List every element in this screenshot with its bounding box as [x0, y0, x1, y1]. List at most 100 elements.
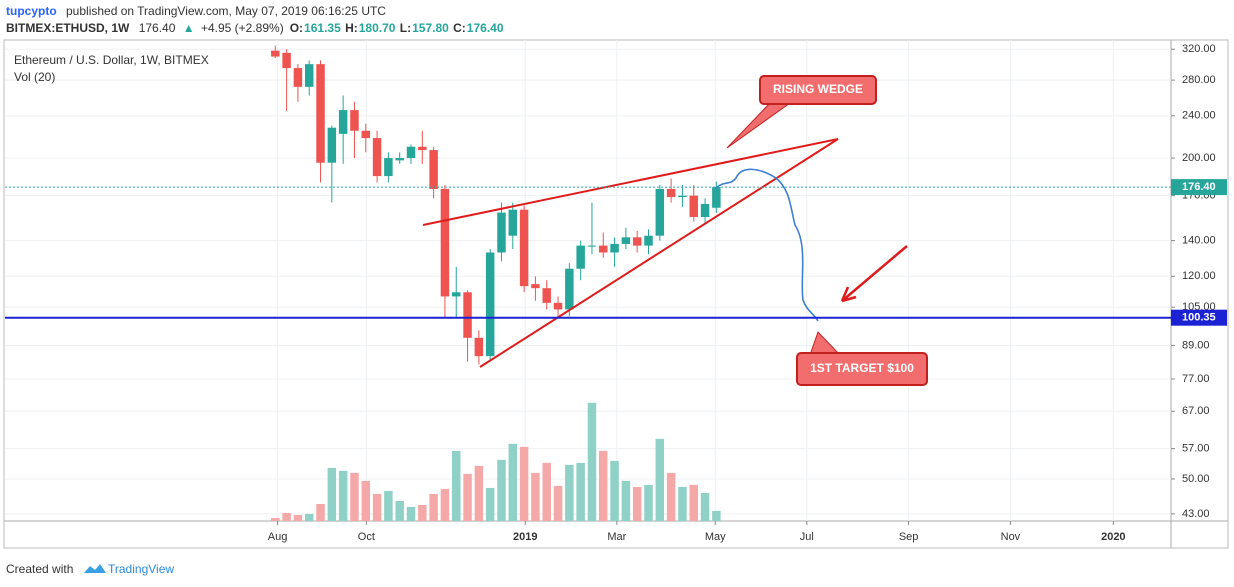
volume-bar	[678, 486, 687, 521]
volume-bar	[361, 480, 371, 521]
candle-body	[338, 110, 348, 134]
volume-bar	[587, 402, 597, 521]
volume-bar	[610, 460, 619, 521]
ohlc-value: 161.35	[304, 21, 341, 35]
volume-bar	[576, 462, 585, 521]
volume-bar	[463, 473, 472, 521]
logo	[84, 564, 106, 573]
published: published on TradingView.com, May 07, 20…	[66, 4, 386, 18]
projection-curve	[715, 168, 819, 322]
candle-body	[282, 52, 291, 69]
annotation: RISING WEDGE	[773, 82, 863, 96]
volume-bar	[429, 493, 438, 521]
x-tick-label: Sep	[899, 531, 919, 543]
ohlc-value: 180.70	[359, 21, 396, 35]
y-tick-label: 50.00	[1182, 473, 1210, 485]
candle-body	[463, 292, 472, 338]
price-label-bg	[1171, 179, 1227, 196]
x-tick-label: 2019	[513, 531, 537, 543]
symbol: BITMEX:ETHUSD, 1W	[6, 21, 130, 35]
footer-brand[interactable]: TradingView	[108, 562, 174, 576]
volume-bar	[531, 472, 540, 521]
volume-bar	[689, 484, 698, 521]
volume-bar	[666, 472, 676, 521]
up-arrow: ▲	[183, 21, 195, 35]
arrow-head	[840, 286, 857, 303]
x-tick-label: Aug	[268, 531, 288, 543]
wedge-lower	[479, 138, 839, 368]
candle-body	[576, 245, 585, 269]
frame	[3, 39, 1229, 549]
candle-body	[327, 127, 337, 163]
callout-pointer	[809, 331, 842, 356]
volume-bar	[316, 503, 325, 521]
candle-body	[293, 68, 303, 87]
candle-body	[553, 302, 563, 310]
candle-body	[644, 235, 653, 246]
last-price: 176.40	[139, 21, 176, 35]
candle-body	[542, 288, 551, 303]
volume-title: Vol (20)	[14, 70, 55, 84]
series-title: Ethereum / U.S. Dollar, 1W, BITMEX	[14, 53, 209, 67]
volume-bar	[418, 504, 427, 521]
volume-bar	[485, 487, 495, 521]
callout-pointer	[726, 102, 792, 149]
x-tick-label: Oct	[358, 531, 375, 543]
y-tick-label: 120.00	[1182, 270, 1216, 282]
ohlc-key: C:	[453, 21, 466, 35]
ohlc-value: 176.40	[467, 21, 504, 35]
ohlc-key: O:	[290, 21, 303, 35]
volume-bar	[372, 493, 382, 521]
candle-body	[508, 209, 518, 236]
x-tick-label: Mar	[607, 531, 626, 543]
volume-bar	[508, 443, 518, 521]
footer-text: Created with	[6, 562, 73, 576]
volume-bar	[395, 500, 404, 521]
candle-body	[418, 146, 427, 151]
volume-bar	[271, 517, 280, 521]
candle-body	[587, 245, 597, 247]
volume-bar	[282, 512, 291, 521]
candle-body	[452, 292, 461, 297]
candle-body	[406, 146, 416, 159]
volume-bar	[644, 484, 653, 521]
ohlc-key: H:	[345, 21, 358, 35]
volume-bar	[599, 450, 608, 521]
y-tick-label: 240.00	[1182, 110, 1216, 122]
x-tick-label: Jul	[800, 531, 814, 543]
volume-bar	[406, 506, 416, 521]
candle-body	[485, 252, 495, 357]
y-tick-label: 57.00	[1182, 443, 1210, 455]
volume-bar	[632, 486, 642, 521]
volume-bar	[440, 488, 450, 521]
drawings	[422, 75, 928, 386]
annotation: 1ST TARGET $100	[810, 361, 914, 375]
volume-bar	[497, 459, 506, 521]
x-tick-label: May	[705, 531, 726, 543]
wedge-upper	[422, 138, 839, 226]
candle-body	[678, 195, 687, 198]
candle-body	[689, 195, 698, 218]
ohlc-key: L:	[400, 21, 411, 35]
candle-layer	[271, 45, 721, 365]
volume-bar	[519, 446, 529, 521]
volume-bar	[655, 438, 665, 521]
author[interactable]: tupcypto	[6, 4, 57, 18]
volume-bar	[542, 462, 551, 521]
candle-body	[700, 203, 710, 218]
candle-body	[599, 245, 608, 253]
candle-body	[304, 64, 314, 87]
candle-body	[361, 130, 371, 139]
y-tick-label: 280.00	[1182, 74, 1216, 86]
y-tick-label: 89.00	[1182, 339, 1210, 351]
candle-body	[350, 110, 359, 131]
candle-body	[497, 212, 506, 253]
price-label: 176.40	[1182, 181, 1216, 193]
candle-body	[395, 158, 404, 161]
candle-body	[429, 150, 438, 189]
symbol-line: BITMEX:ETHUSD, 1W 176.40 ▲ +4.95 (+2.89%…	[6, 21, 284, 35]
y-tick-label: 320.00	[1182, 43, 1216, 55]
volume-bar	[384, 490, 393, 521]
volume-bar	[293, 514, 303, 521]
candle-body	[271, 50, 280, 57]
